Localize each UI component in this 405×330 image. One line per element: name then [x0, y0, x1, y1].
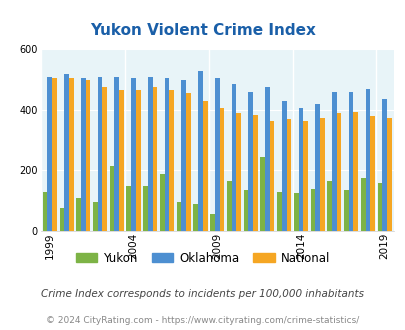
- Bar: [252, 115, 257, 231]
- Bar: [152, 87, 157, 231]
- Bar: [64, 74, 69, 231]
- Bar: [81, 78, 85, 231]
- Bar: [382, 99, 386, 231]
- Bar: [277, 192, 281, 231]
- Bar: [236, 113, 241, 231]
- Bar: [214, 78, 219, 231]
- Bar: [169, 90, 174, 231]
- Bar: [293, 193, 298, 231]
- Bar: [126, 185, 131, 231]
- Bar: [143, 185, 147, 231]
- Bar: [326, 181, 331, 231]
- Text: Yukon Violent Crime Index: Yukon Violent Crime Index: [90, 23, 315, 38]
- Bar: [176, 202, 181, 231]
- Bar: [60, 208, 64, 231]
- Bar: [109, 166, 114, 231]
- Bar: [93, 202, 98, 231]
- Bar: [248, 92, 252, 231]
- Bar: [98, 77, 102, 231]
- Bar: [315, 104, 319, 231]
- Bar: [343, 190, 348, 231]
- Bar: [319, 117, 324, 231]
- Bar: [47, 77, 52, 231]
- Bar: [264, 87, 269, 231]
- Bar: [43, 192, 47, 231]
- Bar: [202, 101, 207, 231]
- Bar: [336, 113, 341, 231]
- Bar: [160, 174, 164, 231]
- Bar: [260, 157, 264, 231]
- Bar: [136, 90, 140, 231]
- Bar: [198, 71, 202, 231]
- Legend: Yukon, Oklahoma, National: Yukon, Oklahoma, National: [71, 247, 334, 269]
- Text: © 2024 CityRating.com - https://www.cityrating.com/crime-statistics/: © 2024 CityRating.com - https://www.city…: [46, 315, 359, 325]
- Bar: [76, 198, 81, 231]
- Bar: [185, 93, 190, 231]
- Bar: [102, 87, 107, 231]
- Bar: [269, 120, 274, 231]
- Bar: [353, 112, 357, 231]
- Bar: [193, 204, 198, 231]
- Bar: [114, 77, 119, 231]
- Bar: [231, 84, 236, 231]
- Bar: [303, 120, 307, 231]
- Bar: [85, 80, 90, 231]
- Bar: [386, 117, 391, 231]
- Bar: [52, 78, 57, 231]
- Bar: [369, 116, 374, 231]
- Bar: [298, 109, 303, 231]
- Bar: [119, 90, 124, 231]
- Bar: [281, 101, 286, 231]
- Bar: [147, 77, 152, 231]
- Bar: [219, 109, 224, 231]
- Bar: [131, 78, 136, 231]
- Bar: [360, 178, 364, 231]
- Bar: [364, 89, 369, 231]
- Bar: [331, 92, 336, 231]
- Bar: [348, 92, 353, 231]
- Bar: [69, 78, 73, 231]
- Bar: [286, 119, 290, 231]
- Bar: [210, 214, 214, 231]
- Bar: [226, 181, 231, 231]
- Bar: [310, 189, 315, 231]
- Bar: [181, 80, 185, 231]
- Bar: [377, 182, 382, 231]
- Bar: [164, 78, 169, 231]
- Bar: [243, 190, 248, 231]
- Text: Crime Index corresponds to incidents per 100,000 inhabitants: Crime Index corresponds to incidents per…: [41, 289, 364, 299]
